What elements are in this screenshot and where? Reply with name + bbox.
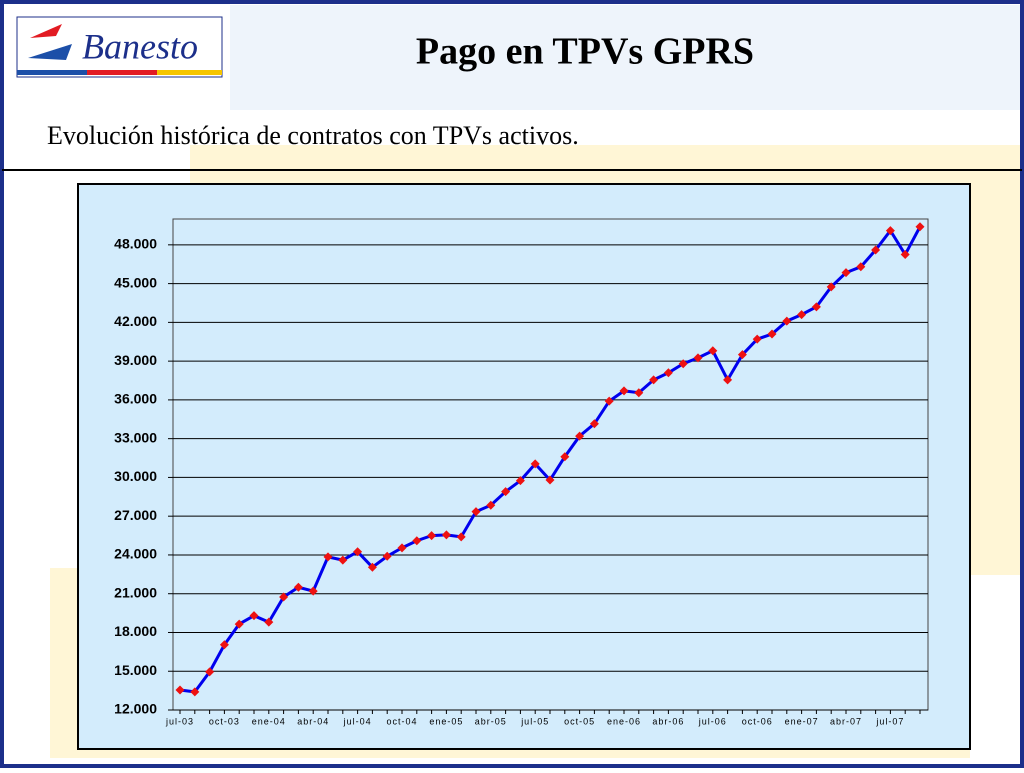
- y-tick-label: 12.000: [114, 701, 157, 717]
- logo-box: [16, 16, 223, 78]
- marker: [619, 386, 629, 396]
- x-tick-label: ene-06: [607, 716, 641, 726]
- x-tick-label: abr-06: [652, 716, 684, 726]
- marker: [530, 459, 540, 469]
- marker: [604, 396, 614, 406]
- marker: [811, 302, 821, 312]
- header-band: [230, 5, 1020, 110]
- marker: [190, 687, 200, 697]
- marker: [737, 350, 747, 360]
- marker: [589, 419, 599, 429]
- y-tick-label: 18.000: [114, 623, 157, 639]
- marker: [885, 226, 895, 236]
- x-tick-label: ene-07: [785, 716, 819, 726]
- marker: [560, 452, 570, 462]
- marker: [515, 476, 525, 486]
- marker: [308, 586, 318, 596]
- logo-text: Banesto: [82, 26, 198, 66]
- title: Pago en TPVs GPRS: [416, 31, 754, 73]
- y-tick-label: 21.000: [114, 584, 157, 600]
- y-tick-label: 48.000: [114, 236, 157, 252]
- plot-area: [172, 218, 929, 711]
- marker: [441, 530, 451, 540]
- y-tick-label: 36.000: [114, 391, 157, 407]
- marker: [900, 250, 910, 260]
- y-tick-label: 15.000: [114, 662, 157, 678]
- marker: [397, 543, 407, 553]
- x-tick-label: jul-07: [875, 716, 904, 726]
- marker: [663, 368, 673, 378]
- marker: [693, 353, 703, 363]
- y-tick-label: 45.000: [114, 274, 157, 290]
- chart: 12.000 15.000 18.000 21.000 24.000 27.000 30.0…: [114, 222, 928, 726]
- marker: [708, 346, 718, 356]
- marker: [219, 640, 229, 650]
- y-tick-label: 33.000: [114, 429, 157, 445]
- y-tick-label: 42.000: [114, 313, 157, 329]
- marker: [545, 475, 555, 485]
- marker: [915, 222, 925, 232]
- marker: [427, 531, 437, 541]
- marker: [456, 532, 466, 542]
- y-tick-label: 39.000: [114, 352, 157, 368]
- marker: [575, 431, 585, 441]
- marker: [871, 245, 881, 255]
- marker: [649, 375, 659, 385]
- marker: [367, 562, 377, 572]
- marker: [856, 262, 866, 272]
- x-tick-label: jul-04: [343, 716, 372, 726]
- x-tick-label: abr-05: [475, 716, 507, 726]
- subtitle: Evolución histórica de contratos con TPV…: [47, 121, 579, 150]
- logo-stripe: [17, 70, 87, 75]
- marker: [249, 611, 259, 621]
- y-tick-label: 30.000: [114, 468, 157, 484]
- marker: [279, 592, 289, 602]
- marker: [175, 685, 185, 695]
- marker: [234, 619, 244, 629]
- x-tick-label: oct-03: [209, 716, 240, 726]
- x-tick-label: jul-06: [698, 716, 727, 726]
- x-tick-label: oct-06: [742, 716, 773, 726]
- y-tick-label: 27.000: [114, 507, 157, 523]
- marker: [826, 282, 836, 292]
- x-tick-label: oct-05: [564, 716, 595, 726]
- marker: [486, 500, 496, 510]
- logo-stripe: [87, 70, 157, 75]
- marker: [264, 617, 274, 627]
- marker: [471, 507, 481, 517]
- x-tick-label: jul-03: [165, 716, 194, 726]
- x-tick-label: oct-04: [386, 716, 417, 726]
- marker: [767, 329, 777, 339]
- marker: [205, 667, 215, 677]
- x-tick-label: ene-04: [252, 716, 286, 726]
- marker: [293, 582, 303, 592]
- marker: [634, 388, 644, 398]
- x-tick-label: abr-04: [297, 716, 329, 726]
- marker: [752, 334, 762, 344]
- marker: [353, 547, 363, 557]
- marker: [412, 536, 422, 546]
- logo-stripe: [157, 70, 222, 75]
- marker: [382, 551, 392, 561]
- y-tick-label: 24.000: [114, 546, 157, 562]
- marker: [841, 268, 851, 278]
- marker: [501, 487, 511, 497]
- marker: [723, 375, 733, 385]
- marker: [678, 359, 688, 369]
- marker: [338, 555, 348, 565]
- x-tick-label: ene-05: [429, 716, 463, 726]
- x-tick-label: jul-05: [520, 716, 549, 726]
- logo-icon: [30, 24, 62, 38]
- marker: [323, 552, 333, 562]
- logo-icon: [28, 44, 72, 60]
- marker: [797, 310, 807, 320]
- x-tick-label: abr-07: [830, 716, 862, 726]
- logo: Banesto: [16, 16, 223, 78]
- marker: [782, 316, 792, 326]
